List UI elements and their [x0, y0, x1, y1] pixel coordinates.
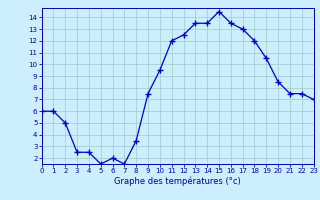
X-axis label: Graphe des températures (°c): Graphe des températures (°c) — [114, 177, 241, 186]
